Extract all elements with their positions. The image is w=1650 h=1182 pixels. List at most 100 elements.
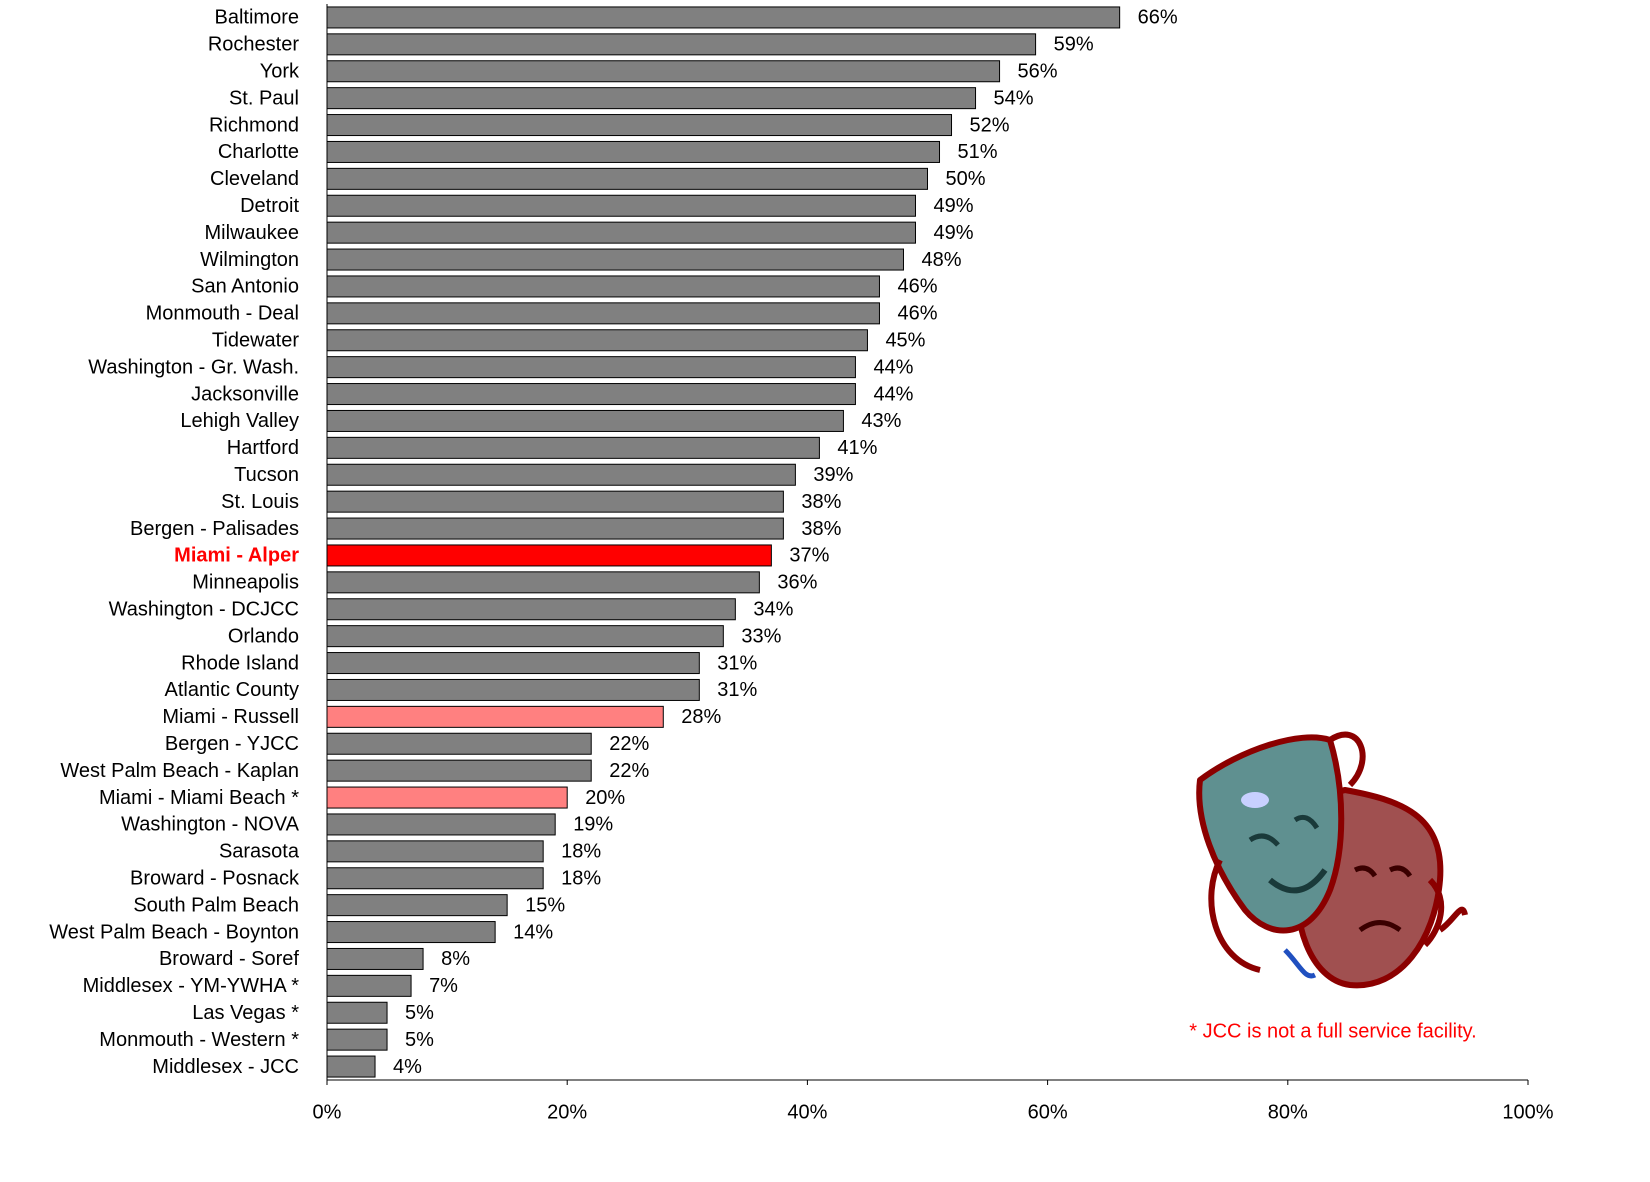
bar xyxy=(326,114,953,137)
y-tick-label: Washington - NOVA xyxy=(121,814,300,836)
y-tick-label: Washington - DCJCC xyxy=(109,599,299,621)
y-tick-label: Lehigh Valley xyxy=(180,410,299,432)
value-label: 59% xyxy=(1054,34,1094,56)
bar xyxy=(326,302,880,325)
bar xyxy=(326,786,568,809)
bar xyxy=(326,356,856,379)
bar xyxy=(326,517,784,540)
bar xyxy=(326,571,760,594)
value-label: 44% xyxy=(873,383,913,405)
value-label: 8% xyxy=(441,948,470,970)
value-label: 51% xyxy=(958,141,998,163)
y-tick-label: Minneapolis xyxy=(192,572,299,594)
value-label: 43% xyxy=(861,410,901,432)
bar xyxy=(326,383,856,406)
value-label: 28% xyxy=(681,706,721,728)
bar xyxy=(326,60,1001,83)
bar xyxy=(326,678,700,701)
bar xyxy=(326,463,796,486)
value-label: 41% xyxy=(837,437,877,459)
x-tick-label: 60% xyxy=(1028,1101,1068,1123)
value-label: 49% xyxy=(933,222,973,244)
y-tick-label: Miami - Miami Beach * xyxy=(99,787,299,809)
bar xyxy=(326,840,544,863)
value-label: 34% xyxy=(753,599,793,621)
value-label: 19% xyxy=(573,814,613,836)
y-tick-label: Broward - Soref xyxy=(159,948,299,970)
bar xyxy=(326,1028,388,1051)
value-label: 39% xyxy=(813,464,853,486)
bar xyxy=(326,221,916,244)
value-label: 50% xyxy=(946,168,986,190)
bar xyxy=(326,921,496,944)
y-tick-label: Milwaukee xyxy=(205,222,299,244)
y-tick-label: Monmouth - Western * xyxy=(99,1029,299,1051)
y-tick-label: Las Vegas * xyxy=(192,1002,299,1024)
value-label: 33% xyxy=(741,625,781,647)
bar xyxy=(326,974,412,997)
x-tick-label: 0% xyxy=(313,1101,342,1123)
y-tick-label: Miami - Russell xyxy=(162,706,299,728)
value-label: 52% xyxy=(970,114,1010,136)
y-tick-label: Miami - Alper xyxy=(174,545,299,567)
value-label: 38% xyxy=(801,491,841,513)
value-label: 15% xyxy=(525,894,565,916)
value-label: 46% xyxy=(897,303,937,325)
y-tick-label: Tucson xyxy=(234,464,299,486)
y-tick-label: Tidewater xyxy=(212,330,299,352)
y-tick-label: Richmond xyxy=(209,114,299,136)
bar xyxy=(326,194,916,217)
y-tick-label: York xyxy=(260,61,300,83)
value-label: 44% xyxy=(873,356,913,378)
bar xyxy=(326,167,928,190)
value-label: 38% xyxy=(801,518,841,540)
y-tick-label: Jacksonville xyxy=(191,383,299,405)
y-tick-label: St. Louis xyxy=(221,491,299,513)
bar xyxy=(326,544,772,567)
value-label: 36% xyxy=(777,572,817,594)
x-tick-label: 40% xyxy=(787,1101,827,1123)
bar xyxy=(326,33,1037,56)
value-label: 18% xyxy=(561,868,601,890)
value-label: 54% xyxy=(994,87,1034,109)
bar xyxy=(326,705,664,728)
y-tick-label: Baltimore xyxy=(215,7,299,29)
value-label: 4% xyxy=(393,1056,422,1078)
bar xyxy=(326,867,544,890)
value-label: 45% xyxy=(885,330,925,352)
bar xyxy=(326,813,556,836)
y-tick-label: Washington - Gr. Wash. xyxy=(88,356,299,378)
x-tick-label: 100% xyxy=(1502,1101,1553,1123)
bar xyxy=(326,409,844,432)
bar xyxy=(326,1055,376,1078)
bar xyxy=(326,652,700,675)
y-tick-label: Hartford xyxy=(227,437,299,459)
bar xyxy=(326,275,880,298)
bar xyxy=(326,436,820,459)
value-label: 31% xyxy=(717,652,757,674)
bar xyxy=(326,894,508,917)
value-label: 31% xyxy=(717,679,757,701)
y-tick-label: West Palm Beach - Boynton xyxy=(49,921,299,943)
y-tick-label: Detroit xyxy=(240,195,299,217)
y-tick-label: Middlesex - JCC xyxy=(152,1056,299,1078)
bar xyxy=(326,598,736,621)
bar xyxy=(326,6,1121,29)
value-label: 14% xyxy=(513,921,553,943)
value-label: 48% xyxy=(921,249,961,271)
annotation: * JCC is not a full service facility. xyxy=(1189,1020,1477,1042)
value-label: 5% xyxy=(405,1002,434,1024)
x-tick-label: 80% xyxy=(1268,1101,1308,1123)
bar xyxy=(326,140,941,163)
bar xyxy=(326,947,424,970)
bar xyxy=(326,625,724,648)
value-label: 22% xyxy=(609,760,649,782)
bar xyxy=(326,1001,388,1024)
y-tick-label: Rochester xyxy=(208,34,299,56)
y-tick-label: St. Paul xyxy=(229,87,299,109)
bar xyxy=(326,87,977,110)
y-tick-label: Orlando xyxy=(228,625,299,647)
value-label: 18% xyxy=(561,841,601,863)
y-tick-label: South Palm Beach xyxy=(133,894,299,916)
